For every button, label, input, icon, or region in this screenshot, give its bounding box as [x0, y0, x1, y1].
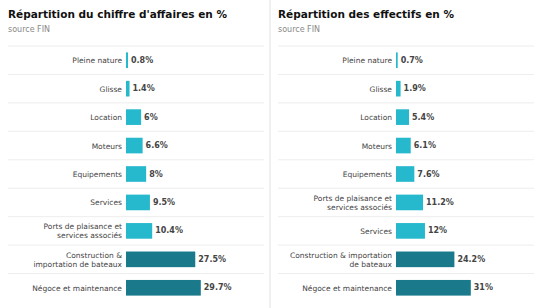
data-label: 1.4%: [133, 84, 155, 93]
chart-canvas: Répartition du chiffre d'affaires en % so…: [0, 0, 540, 308]
row-separator: [278, 131, 534, 132]
bar: [396, 280, 471, 296]
data-label: 31%: [474, 283, 493, 292]
data-label: 11.2%: [426, 198, 454, 207]
bar: [126, 280, 201, 296]
category-label: Négoce et maintenance: [32, 283, 122, 292]
category-label: Glisse: [100, 84, 123, 93]
category-label: Location: [360, 113, 392, 122]
category-label: Pleine nature: [72, 56, 122, 65]
panel-divider: [270, 0, 271, 308]
category-label: Equipements: [343, 170, 392, 179]
data-label: 6.1%: [414, 141, 436, 150]
data-label: 5.4%: [412, 113, 434, 122]
row-separator: [8, 216, 264, 217]
category-label: Services: [90, 198, 122, 207]
category-label: Construction & importationde bateaux: [290, 250, 393, 268]
row-separator: [278, 216, 534, 217]
bar: [396, 52, 398, 68]
data-label: 6.6%: [146, 141, 168, 150]
row-separator: [8, 273, 264, 274]
row-separator: [278, 102, 534, 103]
data-label: 0.8%: [131, 56, 153, 65]
bar: [396, 81, 401, 97]
data-label: 12%: [428, 226, 447, 235]
row-separator: [278, 188, 534, 189]
bars: [126, 52, 201, 295]
category-label: Equipements: [73, 170, 122, 179]
data-label: 0.7%: [401, 56, 423, 65]
subtitle: source FIN: [278, 25, 320, 34]
subtitle: source FIN: [8, 25, 50, 34]
row-separator: [278, 74, 534, 75]
panel: Répartition du chiffre d'affaires en % so…: [8, 8, 264, 296]
row-separator: [278, 159, 534, 160]
bar: [126, 52, 128, 68]
bar: [396, 138, 411, 154]
bar: [396, 195, 423, 211]
data-label: 9.5%: [153, 198, 175, 207]
category-label: Moteurs: [362, 141, 392, 150]
data-label: 6%: [144, 113, 158, 122]
bar: [396, 109, 409, 125]
data-label: 27.5%: [198, 255, 226, 264]
row-separator: [8, 102, 264, 103]
data-label: 8%: [149, 170, 163, 179]
bar: [126, 223, 152, 239]
row-separator: [8, 159, 264, 160]
row-separator: [8, 131, 264, 132]
row-separator: [278, 46, 534, 47]
bar: [396, 223, 425, 239]
bar: [126, 138, 143, 154]
category-label: Services: [360, 226, 392, 235]
bar: [126, 109, 141, 125]
category-label: Glisse: [370, 84, 393, 93]
bar: [396, 166, 414, 182]
row-separator: [278, 273, 534, 274]
category-label: Moteurs: [92, 141, 122, 150]
row-separator: [8, 74, 264, 75]
data-label: 1.9%: [404, 84, 426, 93]
row-separator: [8, 46, 264, 47]
bar: [126, 166, 146, 182]
bar: [126, 252, 195, 268]
category-label: Ports de plaisance etservices associés: [44, 222, 122, 240]
bar: [396, 252, 454, 268]
category-label: Ports de plaisance etservices associés: [314, 193, 392, 211]
panel: Répartition des effectifs en % source FIN…: [278, 8, 534, 296]
data-label: 29.7%: [204, 283, 232, 292]
category-label: Négoce et maintenance: [302, 283, 392, 292]
category-label: Construction &importation de bateaux: [33, 250, 122, 268]
data-label: 24.2%: [457, 255, 485, 264]
category-label: Pleine nature: [342, 56, 392, 65]
row-separator: [8, 188, 264, 189]
bar: [126, 195, 150, 211]
data-label: 10.4%: [155, 226, 183, 235]
title: Répartition des effectifs en %: [278, 8, 454, 20]
row-separator: [278, 245, 534, 246]
bar: [126, 81, 130, 97]
category-label: Location: [90, 113, 122, 122]
title: Répartition du chiffre d'affaires en %: [8, 8, 227, 20]
row-separator: [8, 245, 264, 246]
data-label: 7.6%: [417, 170, 439, 179]
